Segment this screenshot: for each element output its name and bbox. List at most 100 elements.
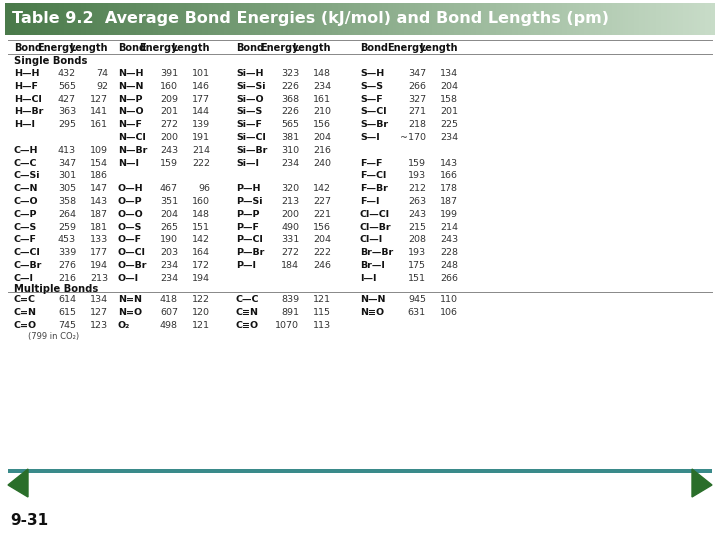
Text: 141: 141 bbox=[90, 107, 108, 117]
Text: C—Cl: C—Cl bbox=[14, 248, 41, 257]
Text: N=O: N=O bbox=[118, 308, 142, 317]
Text: 177: 177 bbox=[192, 94, 210, 104]
Text: 101: 101 bbox=[192, 69, 210, 78]
Text: O₂: O₂ bbox=[118, 321, 130, 329]
Text: H—H: H—H bbox=[14, 69, 40, 78]
Text: 213: 213 bbox=[281, 197, 299, 206]
Text: 226: 226 bbox=[281, 107, 299, 117]
Text: 243: 243 bbox=[440, 235, 458, 245]
Text: C=O: C=O bbox=[14, 321, 37, 329]
Text: 347: 347 bbox=[58, 159, 76, 167]
Text: Energy: Energy bbox=[37, 43, 76, 53]
Text: 161: 161 bbox=[90, 120, 108, 129]
Text: 175: 175 bbox=[408, 261, 426, 270]
Text: C=N: C=N bbox=[14, 308, 37, 317]
Text: P—Si: P—Si bbox=[236, 197, 263, 206]
Text: S—F: S—F bbox=[360, 94, 383, 104]
Text: C—N: C—N bbox=[14, 184, 38, 193]
Text: 839: 839 bbox=[281, 295, 299, 304]
Text: 565: 565 bbox=[58, 82, 76, 91]
Text: C≡O: C≡O bbox=[236, 321, 259, 329]
Text: 264: 264 bbox=[58, 210, 76, 219]
Text: S—I: S—I bbox=[360, 133, 379, 142]
Text: 164: 164 bbox=[192, 248, 210, 257]
Text: 194: 194 bbox=[192, 274, 210, 283]
Text: Bond: Bond bbox=[360, 43, 388, 53]
Text: 453: 453 bbox=[58, 235, 76, 245]
Text: 203: 203 bbox=[160, 248, 178, 257]
Text: Cl—Br: Cl—Br bbox=[360, 222, 392, 232]
Text: 243: 243 bbox=[408, 210, 426, 219]
Text: 187: 187 bbox=[90, 210, 108, 219]
Text: 177: 177 bbox=[90, 248, 108, 257]
Text: 945: 945 bbox=[408, 295, 426, 304]
Text: 210: 210 bbox=[313, 107, 331, 117]
Text: 745: 745 bbox=[58, 321, 76, 329]
Text: Energy: Energy bbox=[387, 43, 426, 53]
Text: F—F: F—F bbox=[360, 159, 382, 167]
Text: N≡O: N≡O bbox=[360, 308, 384, 317]
Text: I—I: I—I bbox=[360, 274, 377, 283]
Text: 381: 381 bbox=[281, 133, 299, 142]
Text: 204: 204 bbox=[313, 133, 331, 142]
Text: 212: 212 bbox=[408, 184, 426, 193]
Text: 215: 215 bbox=[408, 222, 426, 232]
Text: O—S: O—S bbox=[118, 222, 143, 232]
Text: 413: 413 bbox=[58, 146, 76, 155]
Text: 490: 490 bbox=[281, 222, 299, 232]
Text: 201: 201 bbox=[160, 107, 178, 117]
Text: N—I: N—I bbox=[118, 159, 139, 167]
Text: 565: 565 bbox=[281, 120, 299, 129]
Text: 181: 181 bbox=[90, 222, 108, 232]
Text: 161: 161 bbox=[313, 94, 331, 104]
Text: 159: 159 bbox=[160, 159, 178, 167]
Text: Si—I: Si—I bbox=[236, 159, 259, 167]
Text: N—N: N—N bbox=[118, 82, 143, 91]
Text: O—H: O—H bbox=[118, 184, 143, 193]
Text: 139: 139 bbox=[192, 120, 210, 129]
Text: 276: 276 bbox=[58, 261, 76, 270]
Text: 216: 216 bbox=[313, 146, 331, 155]
Text: 327: 327 bbox=[408, 94, 426, 104]
Text: O—O: O—O bbox=[118, 210, 144, 219]
Text: 178: 178 bbox=[440, 184, 458, 193]
Text: C—Si: C—Si bbox=[14, 171, 40, 180]
Text: 200: 200 bbox=[160, 133, 178, 142]
Text: 891: 891 bbox=[281, 308, 299, 317]
Text: O—I: O—I bbox=[118, 274, 139, 283]
Text: S—Br: S—Br bbox=[360, 120, 388, 129]
Text: 106: 106 bbox=[440, 308, 458, 317]
Text: 156: 156 bbox=[313, 120, 331, 129]
Text: 122: 122 bbox=[192, 295, 210, 304]
Text: F—Br: F—Br bbox=[360, 184, 388, 193]
Text: 265: 265 bbox=[160, 222, 178, 232]
Text: 190: 190 bbox=[160, 235, 178, 245]
Text: 92: 92 bbox=[96, 82, 108, 91]
Text: H—F: H—F bbox=[14, 82, 38, 91]
Text: 146: 146 bbox=[192, 82, 210, 91]
Text: O—Cl: O—Cl bbox=[118, 248, 146, 257]
Text: 74: 74 bbox=[96, 69, 108, 78]
Text: 222: 222 bbox=[313, 248, 331, 257]
Text: 295: 295 bbox=[58, 120, 76, 129]
Polygon shape bbox=[8, 469, 28, 497]
Text: 272: 272 bbox=[281, 248, 299, 257]
Text: 154: 154 bbox=[90, 159, 108, 167]
Text: N—F: N—F bbox=[118, 120, 142, 129]
Text: 351: 351 bbox=[160, 197, 178, 206]
Text: 148: 148 bbox=[192, 210, 210, 219]
Text: 193: 193 bbox=[408, 248, 426, 257]
Text: 121: 121 bbox=[192, 321, 210, 329]
Text: 221: 221 bbox=[313, 210, 331, 219]
Text: 259: 259 bbox=[58, 222, 76, 232]
Text: 363: 363 bbox=[58, 107, 76, 117]
Text: 109: 109 bbox=[90, 146, 108, 155]
Text: Energy: Energy bbox=[140, 43, 178, 53]
Text: P—P: P—P bbox=[236, 210, 259, 219]
Text: 121: 121 bbox=[313, 295, 331, 304]
Text: Energy: Energy bbox=[261, 43, 299, 53]
Text: N—N: N—N bbox=[360, 295, 385, 304]
Text: 143: 143 bbox=[440, 159, 458, 167]
Text: C—C: C—C bbox=[14, 159, 37, 167]
Text: Bond: Bond bbox=[236, 43, 264, 53]
